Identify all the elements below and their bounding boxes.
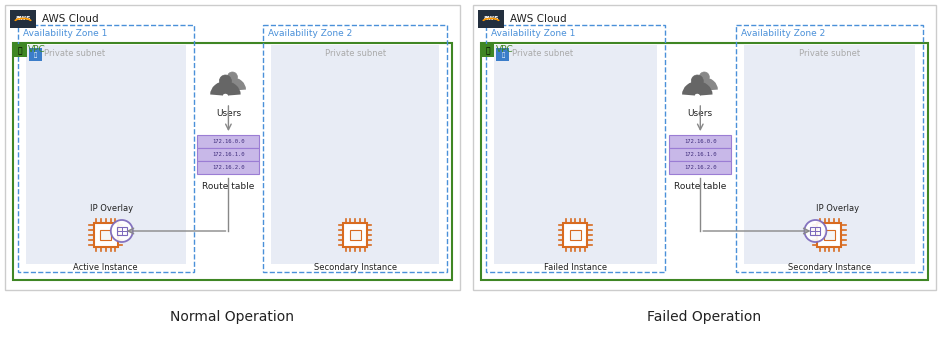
Bar bbox=[198, 135, 260, 148]
Text: Private subnet: Private subnet bbox=[325, 49, 386, 58]
Bar bbox=[5, 5, 460, 290]
Text: Route table: Route table bbox=[202, 182, 255, 191]
Bar bbox=[669, 148, 731, 161]
Text: Route table: Route table bbox=[674, 182, 726, 191]
Bar bbox=[350, 230, 360, 240]
Circle shape bbox=[699, 72, 710, 82]
Text: Failed Operation: Failed Operation bbox=[647, 310, 761, 324]
Text: 🔒: 🔒 bbox=[18, 47, 23, 56]
Text: Availability Zone 1: Availability Zone 1 bbox=[491, 28, 575, 37]
Bar bbox=[101, 230, 111, 240]
Bar bbox=[28, 48, 41, 61]
Text: Availability Zone 2: Availability Zone 2 bbox=[268, 28, 353, 37]
Text: Active Instance: Active Instance bbox=[73, 263, 138, 272]
Bar bbox=[198, 148, 260, 161]
Text: VPC: VPC bbox=[28, 46, 46, 55]
Text: AWS Cloud: AWS Cloud bbox=[42, 14, 99, 24]
Bar bbox=[818, 223, 841, 247]
Bar bbox=[486, 25, 664, 272]
Text: 172.16.0.0: 172.16.0.0 bbox=[684, 139, 716, 144]
Bar bbox=[343, 223, 367, 247]
Bar bbox=[743, 45, 915, 264]
Bar bbox=[18, 25, 194, 272]
Text: VPC: VPC bbox=[496, 46, 514, 55]
Bar bbox=[570, 230, 581, 240]
Bar bbox=[669, 135, 731, 148]
Text: Availability Zone 1: Availability Zone 1 bbox=[23, 28, 107, 37]
Text: Private subnet: Private subnet bbox=[44, 49, 105, 58]
Text: Users: Users bbox=[688, 109, 713, 118]
Bar bbox=[263, 25, 447, 272]
Bar bbox=[117, 227, 127, 235]
Text: 172.16.1.0: 172.16.1.0 bbox=[684, 152, 716, 157]
Text: Private subnet: Private subnet bbox=[799, 49, 860, 58]
Text: 172.16.2.0: 172.16.2.0 bbox=[212, 165, 245, 170]
Bar bbox=[13, 43, 26, 56]
Text: Normal Operation: Normal Operation bbox=[170, 310, 295, 324]
Text: aws: aws bbox=[15, 15, 31, 21]
Bar bbox=[482, 43, 495, 56]
Text: Failed Instance: Failed Instance bbox=[544, 263, 607, 272]
Text: 172.16.2.0: 172.16.2.0 bbox=[684, 165, 716, 170]
Text: 🔒: 🔒 bbox=[486, 47, 490, 56]
Circle shape bbox=[111, 220, 133, 242]
Bar bbox=[494, 45, 657, 264]
Text: 172.16.0.0: 172.16.0.0 bbox=[212, 139, 245, 144]
Circle shape bbox=[219, 75, 231, 87]
Text: Availability Zone 2: Availability Zone 2 bbox=[741, 28, 825, 37]
Text: aws: aws bbox=[484, 15, 499, 21]
Circle shape bbox=[228, 72, 237, 82]
Text: Private subnet: Private subnet bbox=[512, 49, 573, 58]
Bar bbox=[26, 45, 185, 264]
Bar bbox=[478, 10, 504, 28]
Bar bbox=[736, 25, 923, 272]
Text: IP Overlay: IP Overlay bbox=[90, 204, 134, 213]
Bar bbox=[473, 5, 936, 290]
Bar bbox=[10, 10, 36, 28]
Bar bbox=[824, 230, 835, 240]
Text: Secondary Instance: Secondary Instance bbox=[788, 263, 871, 272]
Text: 🔒: 🔒 bbox=[502, 52, 504, 58]
Bar bbox=[94, 223, 118, 247]
Circle shape bbox=[805, 220, 826, 242]
Bar bbox=[564, 223, 587, 247]
Bar bbox=[481, 43, 928, 280]
Text: IP Overlay: IP Overlay bbox=[816, 204, 859, 213]
Bar bbox=[198, 161, 260, 174]
Text: 172.16.1.0: 172.16.1.0 bbox=[212, 152, 245, 157]
Text: Users: Users bbox=[215, 109, 241, 118]
Bar bbox=[497, 48, 509, 61]
Text: AWS Cloud: AWS Cloud bbox=[510, 14, 566, 24]
Bar bbox=[810, 227, 821, 235]
Bar bbox=[13, 43, 452, 280]
Text: 🔒: 🔒 bbox=[33, 52, 37, 58]
Bar bbox=[271, 45, 439, 264]
Circle shape bbox=[692, 75, 703, 87]
Text: Secondary Instance: Secondary Instance bbox=[313, 263, 397, 272]
Bar bbox=[669, 161, 731, 174]
